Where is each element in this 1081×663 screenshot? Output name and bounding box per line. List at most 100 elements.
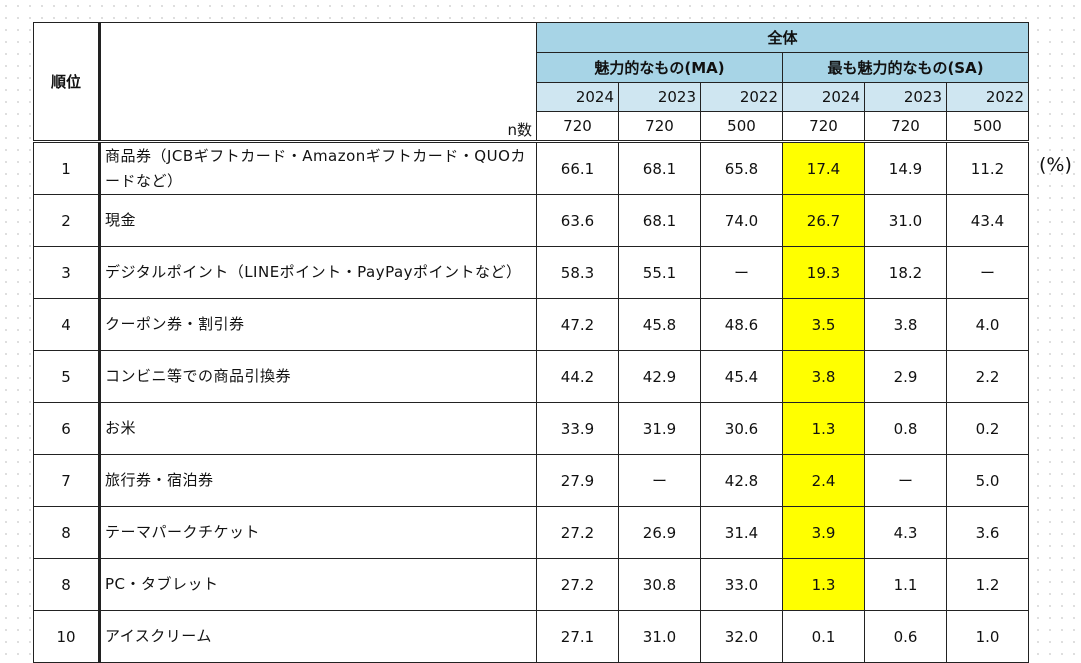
n-ma-2023: 720 <box>618 111 701 142</box>
ma-value-cell: 45.8 <box>618 298 701 351</box>
ma-value-cell: 55.1 <box>618 246 701 299</box>
header-row-years: 2024 2023 2022 2024 2023 2022 <box>34 82 1029 112</box>
sa-value-cell: 1.2 <box>946 558 1029 611</box>
sa-value-cell: 0.6 <box>864 610 947 663</box>
table-row: 3 デジタルポイント（LINEポイント・PayPayポイントなど） 58.3 55.1… <box>33 246 1029 299</box>
rank-cell: 5 <box>33 350 100 403</box>
header-row-all: 順位 全体 <box>33 22 1029 142</box>
sa-value-cell: 2.9 <box>864 350 947 403</box>
rank-cell: 6 <box>33 402 100 455</box>
ma-value-cell: 31.4 <box>700 506 783 559</box>
sa-value-cell: 19.3 <box>782 246 865 299</box>
ma-value-cell: 30.8 <box>618 558 701 611</box>
table-row: 7 旅行券・宿泊券 27.9 ー 42.8 2.4 ー 5.0 <box>33 454 1029 507</box>
ma-value-cell: 65.8 <box>700 141 783 195</box>
year-ma-2022: 2022 <box>700 82 783 112</box>
n-ma-2022: 500 <box>700 111 783 142</box>
ma-value-cell: 42.9 <box>618 350 701 403</box>
ma-value-cell: ー <box>700 246 783 299</box>
ma-value-cell: 26.9 <box>618 506 701 559</box>
sa-value-cell: 0.1 <box>782 610 865 663</box>
table-row: 4 クーポン券・割引券 47.2 45.8 48.6 3.5 3.8 4.0 <box>33 298 1029 351</box>
ma-header: 魅力的なもの(MA) <box>536 52 783 83</box>
sa-value-cell: 3.8 <box>864 298 947 351</box>
all-header: 全体 <box>536 22 1029 53</box>
ma-value-cell: 45.4 <box>700 350 783 403</box>
header-row-groups: 魅力的なもの(MA) 最も魅力的なもの(SA) <box>34 52 1029 83</box>
ma-value-cell: 27.2 <box>536 506 619 559</box>
ma-value-cell: 31.9 <box>618 402 701 455</box>
n-label: n数 <box>98 111 537 142</box>
table-row: 6 お米 33.9 31.9 30.6 1.3 0.8 0.2 <box>33 402 1029 455</box>
ma-value-cell: 27.1 <box>536 610 619 663</box>
header-row-n: n数 720 720 500 720 720 500 <box>33 111 1029 142</box>
item-cell: アイスクリーム <box>98 610 537 663</box>
item-cell: デジタルポイント（LINEポイント・PayPayポイントなど） <box>98 246 537 299</box>
item-cell: 旅行券・宿泊券 <box>98 454 537 507</box>
n-sa-2024: 720 <box>782 111 865 142</box>
sa-value-cell: 3.8 <box>782 350 865 403</box>
sa-value-cell: 0.2 <box>946 402 1029 455</box>
rank-cell: 4 <box>33 298 100 351</box>
sa-header: 最も魅力的なもの(SA) <box>782 52 1029 83</box>
ma-value-cell: 63.6 <box>536 194 619 247</box>
rank-cell: 10 <box>33 610 100 663</box>
ma-value-cell: 27.2 <box>536 558 619 611</box>
rank-cell: 2 <box>33 194 100 247</box>
item-cell: PC・タブレット <box>98 558 537 611</box>
item-cell: 現金 <box>98 194 537 247</box>
sa-value-cell: ー <box>864 454 947 507</box>
ma-value-cell: 74.0 <box>700 194 783 247</box>
item-cell: 商品券（JCBギフトカード・Amazonギフトカード・QUOカードなど） <box>98 141 537 195</box>
table-row: 8 PC・タブレット 27.2 30.8 33.0 1.3 1.1 1.2 <box>33 558 1029 611</box>
ma-value-cell: 42.8 <box>700 454 783 507</box>
ma-value-cell: 33.0 <box>700 558 783 611</box>
item-cell: テーマパークチケット <box>98 506 537 559</box>
rank-cell: 1 <box>33 141 100 195</box>
sa-value-cell: 17.4 <box>782 141 865 195</box>
year-sa-2023: 2023 <box>864 82 947 112</box>
sa-value-cell: ー <box>946 246 1029 299</box>
sa-value-cell: 3.9 <box>782 506 865 559</box>
table-row: 2 現金 63.6 68.1 74.0 26.7 31.0 43.4 <box>33 194 1029 247</box>
year-ma-2023: 2023 <box>618 82 701 112</box>
year-sa-2024: 2024 <box>782 82 865 112</box>
sa-value-cell: 18.2 <box>864 246 947 299</box>
sa-value-cell: 5.0 <box>946 454 1029 507</box>
sa-value-cell: 1.0 <box>946 610 1029 663</box>
ma-value-cell: ー <box>618 454 701 507</box>
sa-value-cell: 2.4 <box>782 454 865 507</box>
sa-value-cell: 2.2 <box>946 350 1029 403</box>
ma-value-cell: 47.2 <box>536 298 619 351</box>
item-cell: お米 <box>98 402 537 455</box>
sa-value-cell: 11.2 <box>946 141 1029 195</box>
item-cell: クーポン券・割引券 <box>98 298 537 351</box>
n-ma-2024: 720 <box>536 111 619 142</box>
ranking-table: 順位 全体 魅力的なもの(MA) 最も魅力的なもの(SA) 2024 2023 … <box>33 22 1029 663</box>
sa-value-cell: 1.3 <box>782 402 865 455</box>
ma-value-cell: 30.6 <box>700 402 783 455</box>
ma-value-cell: 68.1 <box>618 141 701 195</box>
ma-value-cell: 27.9 <box>536 454 619 507</box>
sa-value-cell: 14.9 <box>864 141 947 195</box>
sa-value-cell: 1.1 <box>864 558 947 611</box>
ranking-table-container: 順位 全体 魅力的なもの(MA) 最も魅力的なもの(SA) 2024 2023 … <box>33 22 1029 663</box>
sa-value-cell: 0.8 <box>864 402 947 455</box>
year-sa-2022: 2022 <box>946 82 1029 112</box>
sa-value-cell: 43.4 <box>946 194 1029 247</box>
sa-value-cell: 1.3 <box>782 558 865 611</box>
rank-cell: 8 <box>33 506 100 559</box>
item-header-blank <box>98 22 537 112</box>
year-ma-2024: 2024 <box>536 82 619 112</box>
sa-value-cell: 4.3 <box>864 506 947 559</box>
ma-value-cell: 44.2 <box>536 350 619 403</box>
table-row: 8 テーマパークチケット 27.2 26.9 31.4 3.9 4.3 3.6 <box>33 506 1029 559</box>
sa-value-cell: 31.0 <box>864 194 947 247</box>
ma-value-cell: 68.1 <box>618 194 701 247</box>
table-row: 1 商品券（JCBギフトカード・Amazonギフトカード・QUOカードなど） 66.… <box>33 141 1029 195</box>
ma-value-cell: 58.3 <box>536 246 619 299</box>
ma-value-cell: 33.9 <box>536 402 619 455</box>
n-sa-2023: 720 <box>864 111 947 142</box>
rank-cell: 3 <box>33 246 100 299</box>
table-row: 5 コンビニ等での商品引換券 44.2 42.9 45.4 3.8 2.9 2.2 <box>33 350 1029 403</box>
